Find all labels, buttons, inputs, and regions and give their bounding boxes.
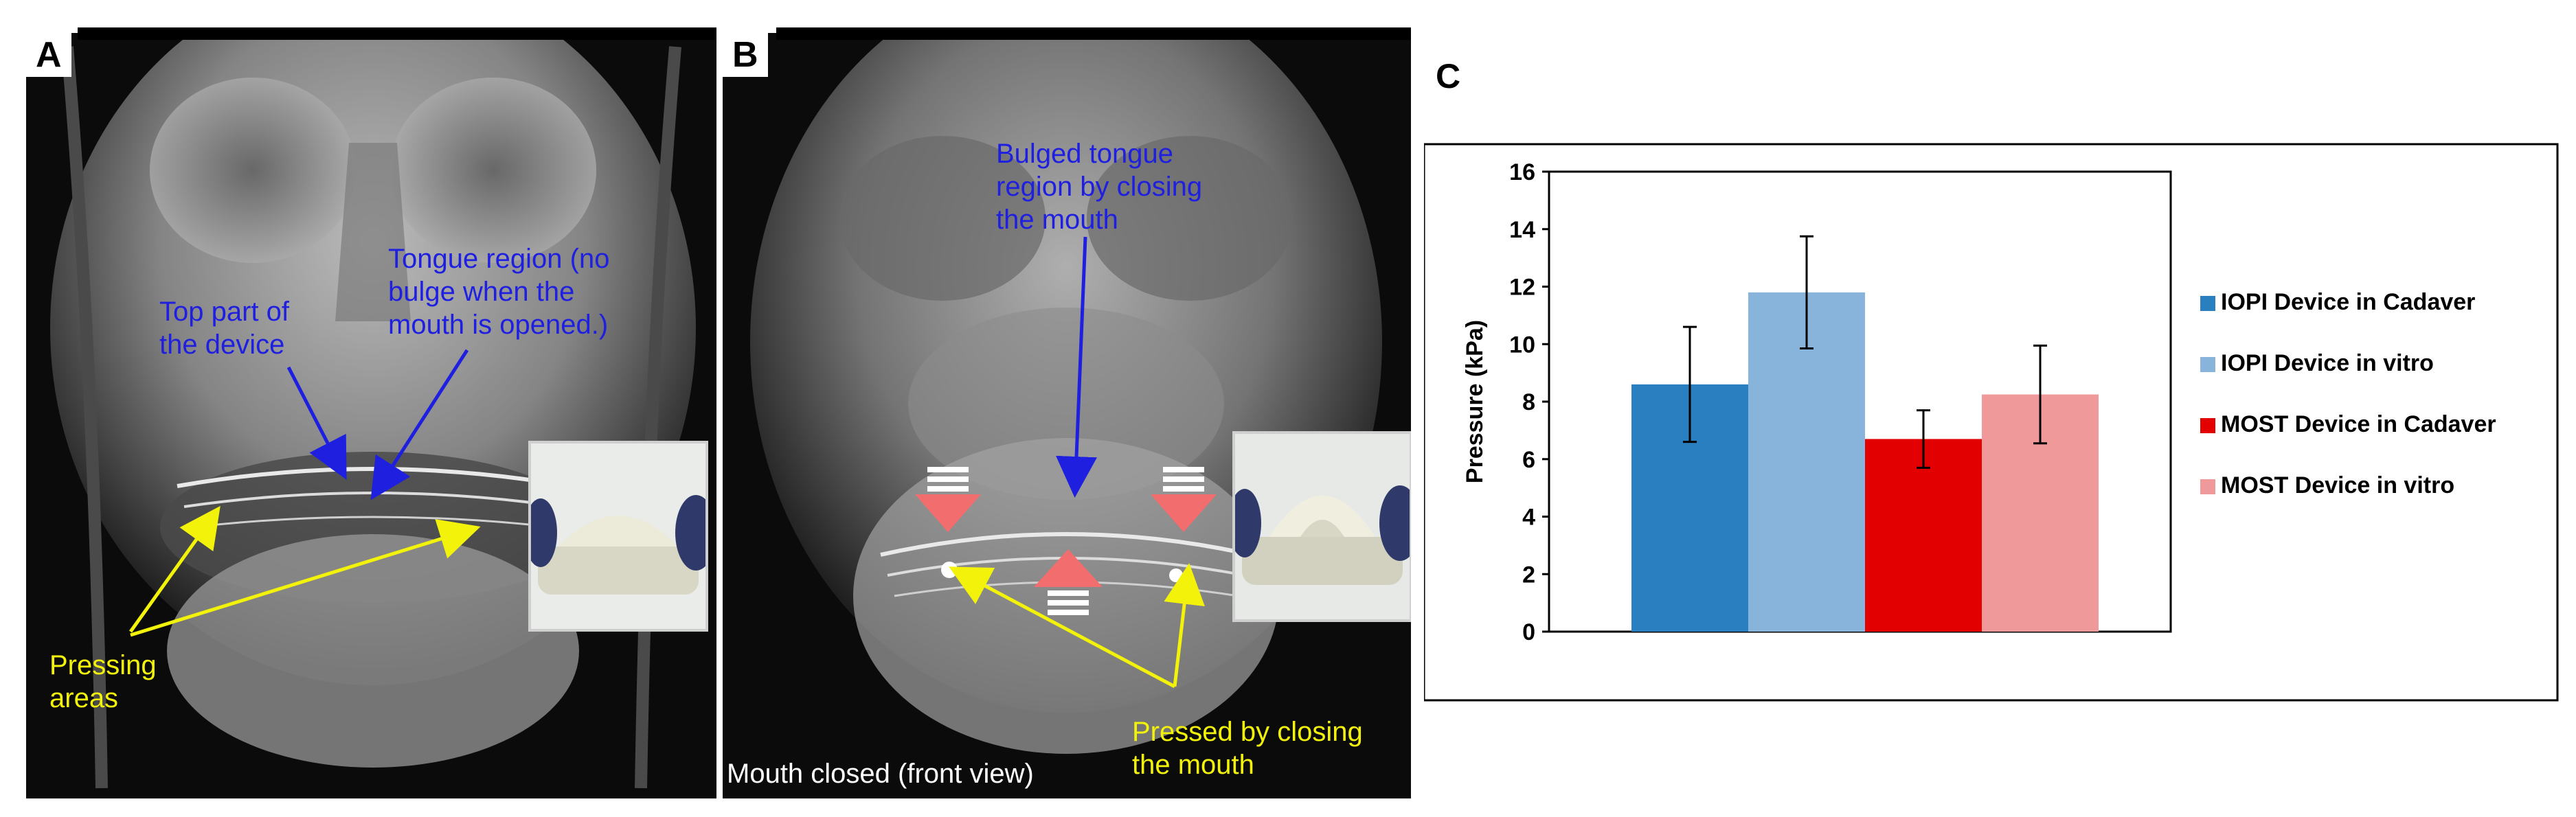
y-tick-label: 12 (1509, 275, 1535, 301)
bar (1865, 439, 1982, 632)
y-tick-label: 6 (1522, 447, 1535, 473)
arrow-pressed-right (1164, 563, 1205, 687)
chart-outer-frame (1424, 143, 2559, 702)
y-tick-label: 2 (1522, 562, 1535, 588)
label-top-part: Top part of the device (159, 297, 290, 360)
arrow-bulged-tongue (1056, 236, 1098, 498)
panel-a-letter: A (26, 33, 71, 77)
device-photo-inset-a (528, 441, 708, 632)
label-mouth-closed-caption: Mouth closed (front view) (727, 759, 1034, 789)
legend-label: IOPI Device in vitro (2221, 350, 2434, 376)
pressure-arrow-left (915, 467, 981, 532)
label-pressing-areas: Pressing areas (49, 650, 157, 713)
legend-swatch (2200, 296, 2215, 311)
arrow-top-part (286, 366, 347, 480)
legend-swatch (2200, 418, 2215, 433)
panel-b-top-border (776, 27, 1411, 40)
xray-panel-a (26, 33, 716, 798)
label-bulged-tongue: Bulged tongue region by closing the mout… (996, 139, 1203, 235)
label-tongue-region: Tongue region (no bulge when the mouth i… (388, 244, 610, 340)
legend-label: IOPI Device in Cadaver (2221, 289, 2475, 315)
y-axis-label: Pressure (kPa) (1462, 320, 1488, 483)
legend-swatch (2200, 479, 2215, 494)
xray-panel-b (723, 33, 1411, 798)
legend-label: MOST Device in vitro (2221, 472, 2454, 498)
y-tick-label: 14 (1509, 217, 1535, 243)
xray-image-b (723, 33, 1411, 798)
panel-c-letter: C (1436, 57, 1461, 95)
panel-b-letter: B (723, 33, 768, 77)
legend-label: MOST Device in Cadaver (2221, 411, 2496, 437)
arrow-pressing-right (130, 519, 481, 637)
arrow-tongue-region (370, 349, 469, 500)
chart-legend: IOPI Device in Cadaver IOPI Device in vit… (2200, 289, 2496, 498)
device-photo-inset-b (1232, 431, 1411, 622)
y-tick-label: 0 (1522, 619, 1535, 645)
legend-swatch (2200, 357, 2215, 372)
pressure-arrow-up (1034, 549, 1103, 615)
y-tick-label: 8 (1522, 389, 1535, 415)
y-tick-label: 16 (1509, 159, 1535, 185)
pressure-bar-chart: 0 2 4 6 8 10 12 14 16 Pressure (kPa) IOPI Device… (1424, 143, 2559, 702)
panel-a-top-border (78, 27, 716, 40)
pressure-arrow-right (1151, 467, 1217, 532)
arrow-pressing-left (128, 505, 221, 633)
error-bars-group (1683, 235, 2047, 469)
y-axis-ticks: 0 2 4 6 8 10 12 14 16 (1509, 159, 1549, 645)
label-pressed-by-closing: Pressed by closing the mouth (1132, 717, 1363, 780)
arrow-pressed-left (949, 566, 1176, 689)
y-tick-label: 4 (1522, 505, 1535, 531)
y-tick-label: 10 (1509, 332, 1535, 358)
xray-image-a (26, 33, 716, 798)
